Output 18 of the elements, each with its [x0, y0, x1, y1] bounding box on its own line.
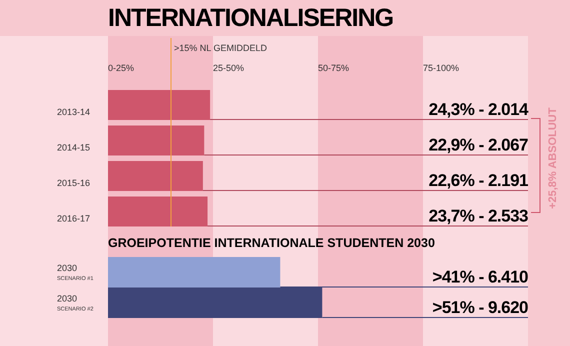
band-label: 75-100% — [423, 63, 460, 73]
data-label: >51% - 9.620 — [432, 298, 528, 317]
data-label: >41% - 6.410 — [432, 268, 528, 286]
ref-line-label: >15% NL GEMIDDELD — [174, 43, 268, 53]
data-label: 22,9% - 2.067 — [428, 136, 528, 154]
data-label: 23,7% - 2.533 — [428, 206, 528, 226]
y-tick-label: 2014-15 — [57, 142, 90, 152]
band-label: 0-25% — [108, 63, 134, 73]
chart-title: INTERNATIONALISERING — [108, 4, 394, 32]
data-label: 24,3% - 2.014 — [428, 100, 530, 119]
y-tick-label: 2016-17 — [57, 214, 90, 224]
y-tick-label: 2015-16 — [57, 178, 90, 188]
text: +25,8% ABSOLUUT — [547, 107, 559, 209]
y-tick-label: 2013-14 — [57, 107, 90, 117]
band-label: 50-75% — [318, 63, 350, 73]
band-label: 25-50% — [213, 63, 244, 73]
data-label: 22,6% - 2.191 — [428, 171, 528, 190]
annotation: GROEIPOTENTIE INTERNATIONALE STUDENTEN 2030 — [108, 236, 435, 250]
